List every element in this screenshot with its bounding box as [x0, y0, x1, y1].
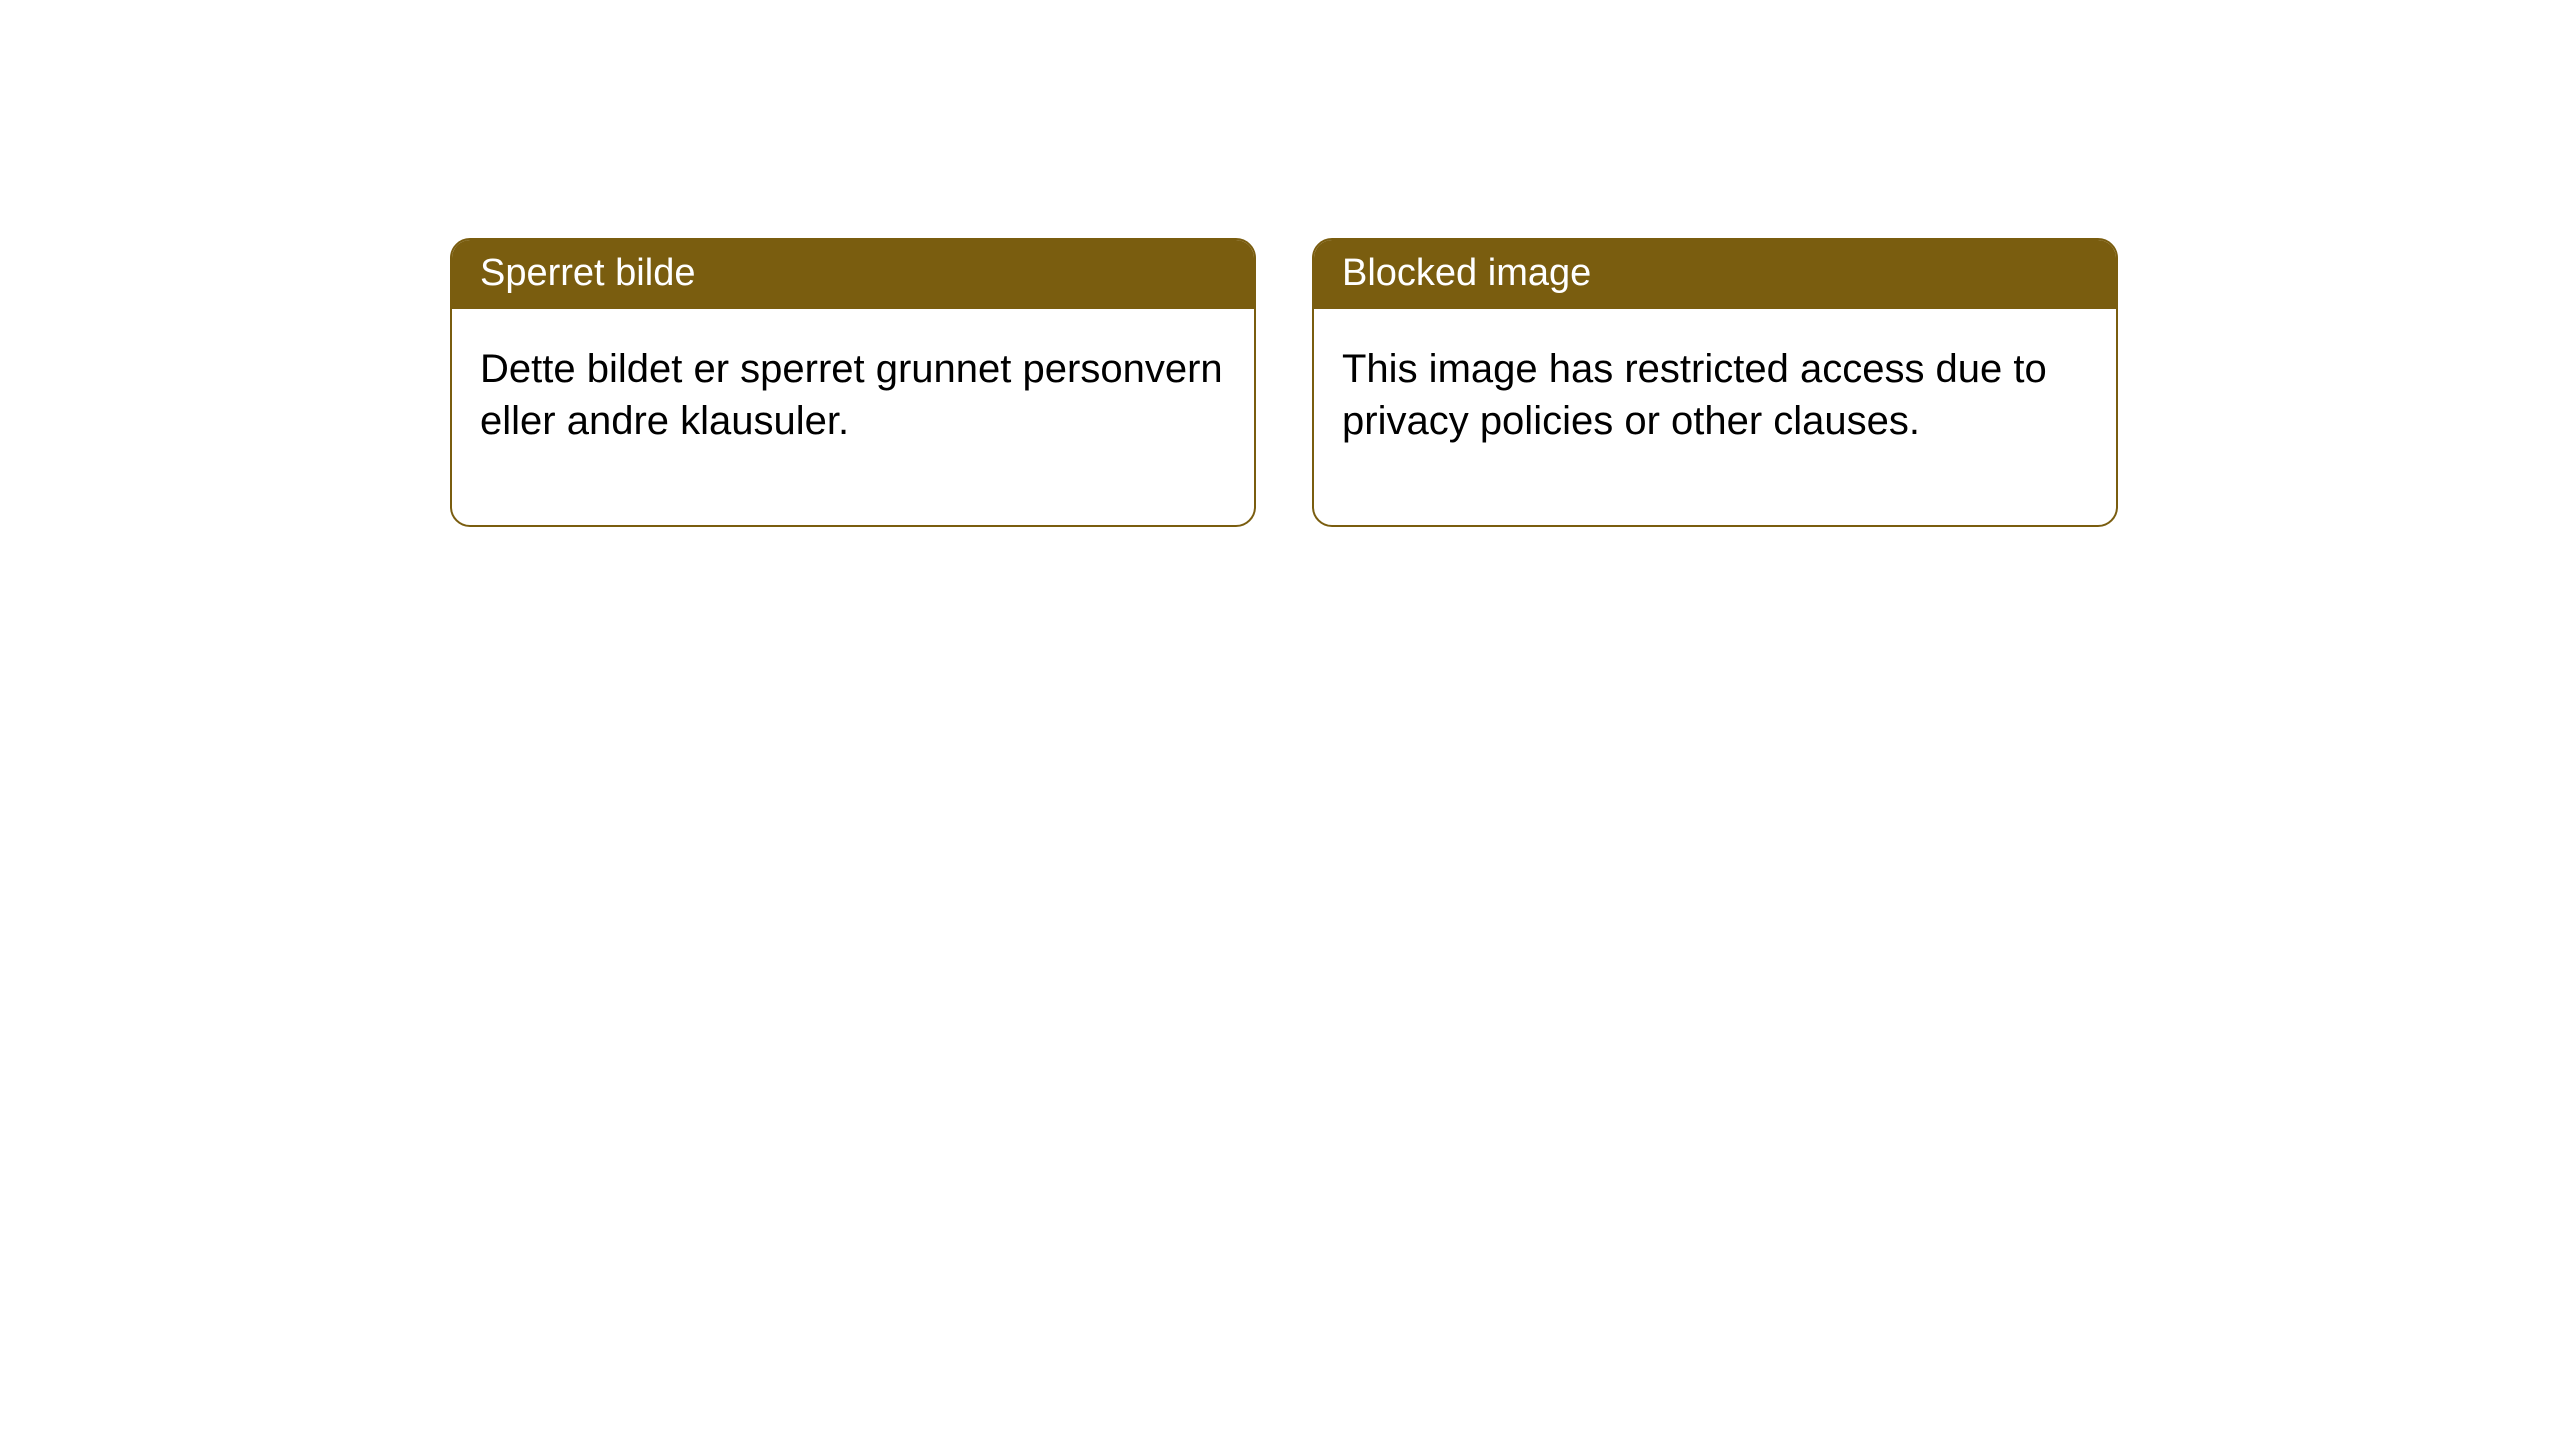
notice-body-english: This image has restricted access due to …	[1314, 309, 2116, 525]
notice-card-norwegian: Sperret bilde Dette bildet er sperret gr…	[450, 238, 1256, 527]
notice-body-norwegian: Dette bildet er sperret grunnet personve…	[452, 309, 1254, 525]
notice-card-english: Blocked image This image has restricted …	[1312, 238, 2118, 527]
notice-header-norwegian: Sperret bilde	[452, 240, 1254, 309]
notice-container: Sperret bilde Dette bildet er sperret gr…	[450, 238, 2118, 527]
notice-header-english: Blocked image	[1314, 240, 2116, 309]
